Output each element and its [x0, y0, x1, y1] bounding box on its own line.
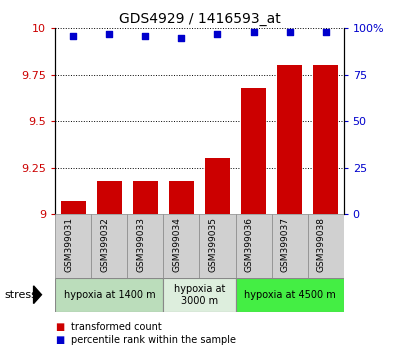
Point: [286, 29, 293, 35]
Bar: [164, 278, 235, 312]
Text: GSM399036: GSM399036: [245, 217, 254, 272]
Text: GSM399031: GSM399031: [64, 217, 73, 272]
Point: [106, 31, 113, 37]
Bar: [55, 214, 91, 278]
Text: hypoxia at
3000 m: hypoxia at 3000 m: [174, 284, 225, 306]
Text: ■: ■: [55, 322, 64, 332]
Point: [70, 33, 77, 39]
Text: percentile rank within the sample: percentile rank within the sample: [71, 335, 236, 345]
Text: GSM399033: GSM399033: [136, 217, 145, 272]
Bar: [199, 214, 235, 278]
Bar: [313, 65, 338, 214]
Point: [250, 29, 257, 35]
Bar: [164, 214, 199, 278]
Point: [178, 35, 184, 40]
Point: [214, 31, 221, 37]
Bar: [308, 214, 344, 278]
Text: transformed count: transformed count: [71, 322, 162, 332]
Bar: [277, 65, 302, 214]
Text: GSM399034: GSM399034: [173, 217, 181, 272]
Text: GSM399032: GSM399032: [100, 217, 109, 272]
Bar: [205, 158, 230, 214]
Text: hypoxia at 1400 m: hypoxia at 1400 m: [64, 290, 155, 300]
Bar: [55, 278, 164, 312]
Bar: [61, 201, 86, 214]
Polygon shape: [34, 286, 41, 304]
Text: ■: ■: [55, 335, 64, 345]
Text: stress: stress: [4, 290, 37, 300]
Text: GSM399037: GSM399037: [280, 217, 290, 272]
Bar: [133, 181, 158, 214]
Bar: [241, 88, 266, 214]
Title: GDS4929 / 1416593_at: GDS4929 / 1416593_at: [118, 12, 280, 26]
Bar: [169, 181, 194, 214]
Bar: [127, 214, 164, 278]
Bar: [235, 278, 344, 312]
Text: GSM399038: GSM399038: [317, 217, 325, 272]
Bar: [235, 214, 272, 278]
Bar: [272, 214, 308, 278]
Bar: [97, 181, 122, 214]
Text: GSM399035: GSM399035: [209, 217, 218, 272]
Bar: [91, 214, 127, 278]
Text: hypoxia at 4500 m: hypoxia at 4500 m: [244, 290, 335, 300]
Point: [142, 33, 149, 39]
Point: [322, 29, 329, 35]
